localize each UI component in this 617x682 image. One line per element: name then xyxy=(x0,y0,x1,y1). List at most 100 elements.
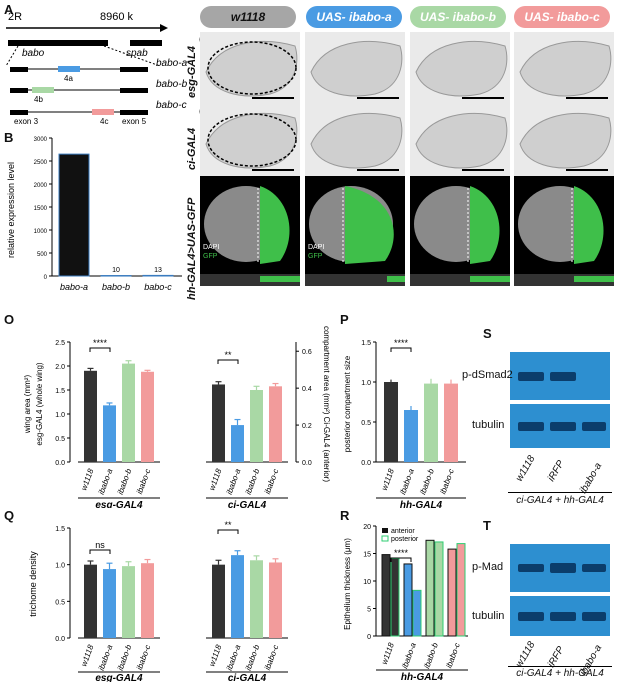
o-ytick-label: 0.5 xyxy=(55,436,65,443)
r-ytick-label: 5 xyxy=(367,607,371,614)
p-bar xyxy=(424,383,438,462)
panel-label-s: S xyxy=(483,326,492,341)
o-ylabel-right: compartment area (mm²) Ci-GAL4 (anterior… xyxy=(322,326,331,482)
o-ytick-right-label: 0.2 xyxy=(302,423,312,430)
disc-image xyxy=(410,176,510,286)
o-category-label: ibabo-b xyxy=(244,467,262,496)
o-ytick-right-label: 0.4 xyxy=(302,386,312,393)
r-category-label: ibabo-a xyxy=(400,641,418,670)
position-label: 8960 k xyxy=(100,11,134,23)
r-bar xyxy=(412,589,422,637)
r-legend-anterior: anterior xyxy=(391,528,415,535)
r-ytick-label: 15 xyxy=(363,552,371,559)
b-ylabel: relative expression level xyxy=(6,162,16,258)
q-bar xyxy=(122,566,135,638)
p-category-label: ibabo-c xyxy=(438,468,455,496)
exon-4a-label: 4a xyxy=(64,74,73,83)
blot-s-row2-label: tubulin xyxy=(472,419,505,431)
gene-spab-label: spab xyxy=(126,48,148,59)
b-bar xyxy=(142,274,174,277)
blot-s-row2 xyxy=(510,404,610,448)
blot-s-driver: ci-GAL4 + hh-GAL4 xyxy=(508,492,612,506)
q-bar xyxy=(231,555,244,638)
o-bar xyxy=(212,384,225,462)
p-bar xyxy=(444,383,458,462)
o-sig-2: ** xyxy=(224,350,232,360)
p-category-label: w1118 xyxy=(380,467,396,492)
q-bar xyxy=(250,560,263,638)
p-category-label: ibabo-a xyxy=(398,467,416,496)
row-label-hh: hh-GAL4>UAS-GFP xyxy=(186,197,198,300)
panel-label-q: Q xyxy=(4,508,15,523)
r-legend-swatch-posterior xyxy=(381,535,389,542)
o-bar xyxy=(103,405,116,462)
o-ytick-label: 2.5 xyxy=(55,340,65,347)
blot-t-row2 xyxy=(510,596,610,636)
p-ylabel: posterior compartment size xyxy=(343,355,352,452)
dapi-label: DAPI xyxy=(308,244,325,251)
blot-s-lane3: ibabo-a xyxy=(578,461,605,496)
chart-b-expression: 0 500 1000 1500 2000 2500 3000 relative express… xyxy=(6,137,182,292)
b-category-label: babo-a xyxy=(60,282,88,292)
q-ytick-label: 0.0 xyxy=(55,636,65,643)
disc-image xyxy=(514,176,614,286)
b-category-label: babo-b xyxy=(102,282,130,292)
q-sig-2: ** xyxy=(224,520,232,530)
panel-label-o: O xyxy=(4,312,15,327)
p-sig: **** xyxy=(394,338,409,348)
r-bar xyxy=(425,539,435,637)
p-group-label: hh-GAL4 xyxy=(400,500,443,508)
o-ylabel-left-2: esg-GAL4 (whole wing) xyxy=(35,362,44,445)
b-ytick-label: 2000 xyxy=(34,183,48,189)
o-bar xyxy=(250,390,263,462)
o-ytick-right-label: 0.0 xyxy=(302,460,312,467)
o-bar xyxy=(84,370,97,462)
p-bar xyxy=(384,382,398,462)
o-category-label: w1118 xyxy=(207,467,223,492)
dapi-label: DAPI xyxy=(203,244,220,251)
q-bar xyxy=(103,569,116,638)
wing-image xyxy=(514,104,614,179)
b-value-label: 10 xyxy=(112,267,120,274)
p-ytick-label: 0.5 xyxy=(361,420,371,427)
exon3-label: exon 3 xyxy=(14,117,39,125)
o-sig-bracket-2 xyxy=(217,359,239,364)
r-bar xyxy=(447,548,457,637)
b-ytick-label: 2500 xyxy=(34,160,48,166)
exon5-label: exon 5 xyxy=(122,117,147,125)
b-ytick-label: 1500 xyxy=(34,206,48,212)
r-ytick-label: 10 xyxy=(363,579,371,586)
q-category-label: ibabo-c xyxy=(135,644,152,672)
o-bar xyxy=(122,363,135,462)
blot-s-row1 xyxy=(510,352,610,400)
o-ytick-right-label: 0.6 xyxy=(302,349,312,356)
o-sig-1: **** xyxy=(93,338,108,348)
p-bar xyxy=(404,410,418,462)
b-ytick-label: 3000 xyxy=(34,137,48,143)
r-group-label: hh-GAL4 xyxy=(401,672,444,682)
wing-image xyxy=(410,104,510,179)
q-category-label: ibabo-b xyxy=(244,643,262,672)
r-bar xyxy=(381,554,391,637)
r-bar xyxy=(390,557,400,637)
b-value-label: 13 xyxy=(154,267,162,274)
p-sig-bracket xyxy=(390,347,412,352)
o-group-label-2: ci-GAL4 xyxy=(228,500,267,508)
chart-p-posterior: 0.0 0.5 1.0 1.5 posterior compartment size w1… xyxy=(343,338,466,508)
wing-image xyxy=(305,104,405,179)
q-sig-bracket-1 xyxy=(89,549,111,554)
exon-4c-label: 4c xyxy=(100,117,108,125)
q-category-label: ibabo-c xyxy=(263,644,280,672)
panel-label-p: P xyxy=(340,312,349,327)
gfp-label: GFP xyxy=(203,253,218,260)
q-ytick-label: 1.5 xyxy=(55,526,65,533)
q-sig-bracket-2 xyxy=(217,529,239,534)
q-category-label: ibabo-b xyxy=(116,643,134,672)
o-category-label: w1118 xyxy=(79,467,95,492)
q-category-label: w1118 xyxy=(207,643,223,668)
b-category-label: babo-c xyxy=(144,282,172,292)
iso-c-label: babo-c xyxy=(156,100,187,111)
o-category-label: ibabo-c xyxy=(135,468,152,496)
wing-image xyxy=(514,32,614,107)
